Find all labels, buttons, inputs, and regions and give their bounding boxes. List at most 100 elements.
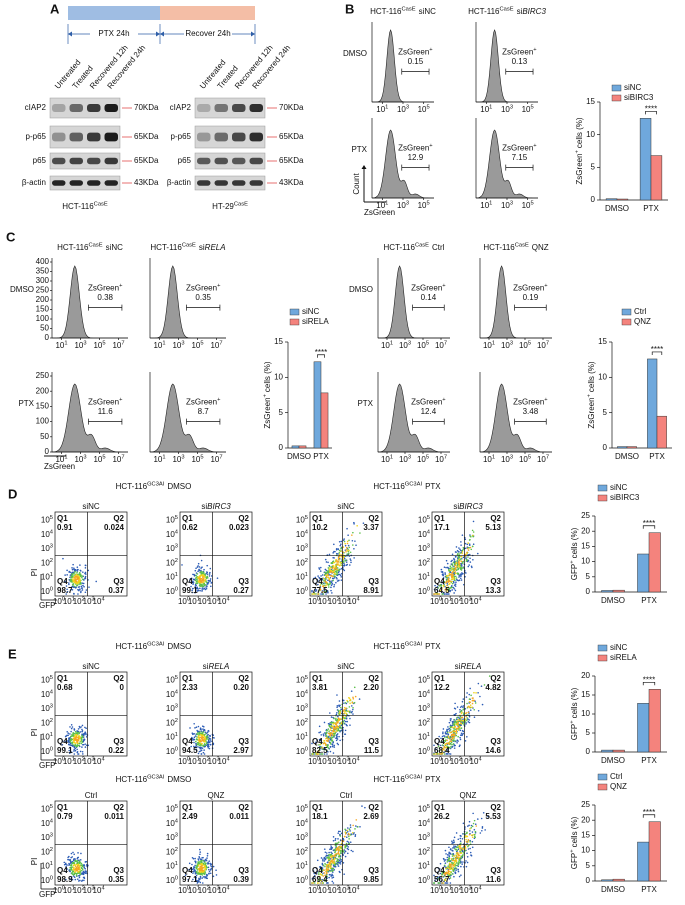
event-dot (210, 865, 213, 868)
x-tick-label: PTX (643, 204, 659, 213)
text-part: 1 (175, 861, 178, 867)
text-part: 7 (219, 454, 222, 460)
quadrant-name: Q3 (490, 577, 501, 586)
event-dot (449, 587, 451, 590)
blot-strip (194, 175, 266, 191)
blot-band (52, 132, 66, 142)
event-dot (332, 552, 334, 554)
event-dot (76, 736, 78, 738)
event-dot (454, 589, 457, 592)
event-dot (459, 856, 461, 859)
legend-label: QNZ (634, 317, 651, 326)
event-dot (332, 564, 334, 567)
text-part: 10 (166, 704, 175, 713)
text-part: 10 (480, 201, 489, 210)
event-dot (72, 575, 74, 577)
quadrant-value: 2.20 (363, 683, 379, 692)
event-dot (471, 836, 474, 839)
x-tick-label: 101 (153, 454, 165, 464)
bar (647, 358, 658, 449)
event-dot (467, 825, 469, 827)
x-tick-label: 105 (417, 340, 429, 350)
event-dot (325, 581, 327, 583)
event-dot (320, 868, 322, 870)
event-dot (452, 576, 455, 579)
event-dot (462, 698, 465, 700)
text-part: CasE (89, 242, 103, 248)
event-dot (343, 873, 345, 875)
event-dot (203, 864, 205, 867)
event-dot (454, 571, 457, 573)
event-dot (447, 865, 450, 867)
event-dot (65, 585, 68, 587)
event-dot (356, 524, 358, 527)
event-dot (321, 747, 323, 749)
text-part: HCT-116 (373, 775, 405, 784)
text-part: 10 (296, 833, 305, 842)
event-dot (189, 727, 191, 729)
text-part: 10 (191, 455, 200, 464)
text-part: 10 (198, 757, 207, 766)
event-dot (437, 877, 440, 880)
event-dot (337, 571, 340, 574)
event-dot (448, 573, 451, 575)
event-dot (325, 749, 328, 752)
event-dot (451, 745, 454, 748)
text-part: 10 (63, 597, 72, 606)
quadrant-name: Q1 (57, 514, 68, 523)
event-dot (316, 859, 319, 862)
row-label: DMSO (343, 49, 367, 58)
event-dot (79, 731, 82, 733)
y-tick-label: 0 (591, 195, 596, 204)
y-tick-label: 100 (166, 746, 178, 756)
text-part: 0 (175, 875, 178, 881)
quadrant-name: Q4 (434, 737, 445, 746)
event-dot (451, 737, 453, 740)
event-dot (88, 586, 90, 588)
event-dot (457, 568, 459, 571)
event-dot (468, 693, 471, 696)
event-dot (339, 863, 342, 865)
x-tick-label: DMSO (287, 452, 311, 461)
event-dot (72, 579, 75, 581)
event-dot (441, 571, 444, 574)
event-dot (437, 745, 440, 748)
event-dot (75, 573, 78, 576)
event-dot (434, 748, 437, 750)
event-dot (458, 745, 461, 748)
event-dot (339, 833, 341, 836)
event-dot (334, 842, 337, 845)
event-dot (460, 567, 462, 570)
event-dot (452, 586, 455, 589)
event-dot (345, 564, 348, 566)
event-dot (335, 581, 337, 584)
event-dot (455, 561, 458, 564)
event-dot (473, 835, 476, 838)
y-tick-label: 150 (36, 305, 50, 314)
event-dot (475, 692, 477, 694)
text-part: 10 (218, 597, 227, 606)
text-part: 1 (197, 885, 200, 891)
event-dot (328, 732, 330, 735)
event-dot (338, 704, 340, 707)
event-dot (201, 590, 203, 592)
event-dot (455, 869, 457, 871)
event-dot (334, 550, 336, 553)
x-tick-label: 104 (218, 885, 231, 895)
event-dot (333, 574, 335, 576)
event-dot (447, 588, 449, 590)
event-dot (325, 737, 328, 739)
event-dot (473, 691, 475, 694)
event-dot (452, 857, 455, 860)
text-part: DMSO (167, 482, 191, 491)
y-tick-label: 102 (41, 557, 53, 567)
event-dot (453, 836, 456, 839)
event-dot (323, 872, 326, 874)
text-part: 10 (418, 704, 427, 713)
panel-label: A (50, 1, 60, 16)
y-tick-label: 104 (166, 529, 179, 539)
event-dot (347, 835, 350, 838)
text-part: 10 (308, 886, 317, 895)
text-part: 7 (444, 340, 447, 346)
text-part: 10 (41, 747, 50, 756)
